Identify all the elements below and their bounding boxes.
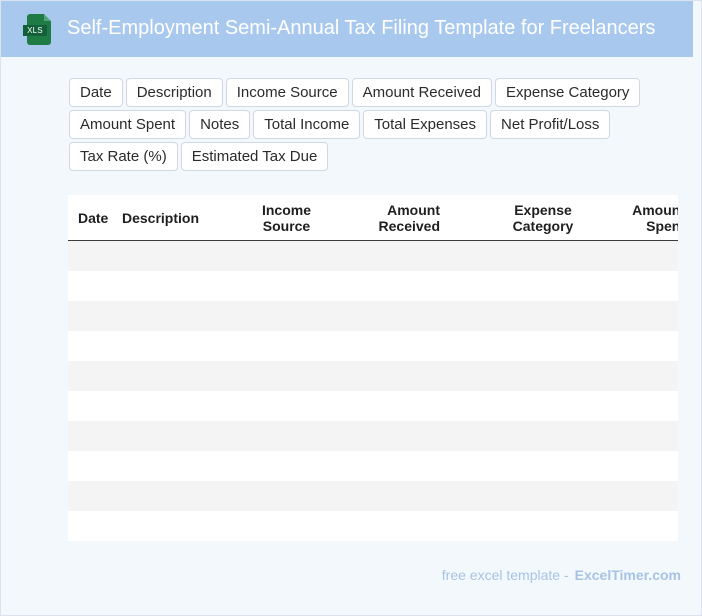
header-line: Expense <box>514 201 572 218</box>
excel-file-icon: XLS <box>23 14 51 45</box>
table-row[interactable] <box>68 391 678 421</box>
column-header-amount-received[interactable]: Amount Received <box>360 195 440 240</box>
footer-prefix: free excel template - <box>441 567 569 583</box>
header-line: Category <box>512 217 574 234</box>
header-line: Source <box>262 217 311 234</box>
footer-credit: free excel template - ExcelTimer.com <box>442 567 681 583</box>
table-row[interactable] <box>68 481 678 511</box>
footer-brand-link[interactable]: ExcelTimer.com <box>574 567 681 583</box>
column-header-text: Amount Received <box>379 202 440 234</box>
chip-tax-rate[interactable]: Tax Rate (%) <box>69 142 178 171</box>
chip-amount-spent[interactable]: Amount Spent <box>69 110 187 139</box>
column-header-text: Date <box>78 209 109 226</box>
table-row[interactable] <box>68 271 678 301</box>
chip-total-income[interactable]: Total Income <box>253 110 361 139</box>
table-header-row: Date Description Income Source Amount Rece… <box>68 195 678 241</box>
column-header-text: Description <box>122 209 200 226</box>
table-row[interactable] <box>68 301 678 331</box>
column-chips: Date Description Income Source Amount Re… <box>69 78 641 174</box>
chip-estimated-tax-due[interactable]: Estimated Tax Due <box>180 142 329 171</box>
chip-expense-category[interactable]: Expense Category <box>495 78 641 107</box>
chip-income-source[interactable]: Income Source <box>225 78 349 107</box>
page-header: XLS Self-Employment Semi-Annual Tax Fili… <box>1 1 693 57</box>
table-body <box>68 241 678 541</box>
chip-net-profit-loss[interactable]: Net Profit/Loss <box>490 110 611 139</box>
column-header-income-source[interactable]: Income Source <box>243 195 330 240</box>
table-row[interactable] <box>68 331 678 361</box>
chip-description[interactable]: Description <box>125 78 223 107</box>
chip-notes[interactable]: Notes <box>189 110 251 139</box>
file-type-label: XLS <box>23 25 47 36</box>
table-row[interactable] <box>68 451 678 481</box>
header-line: Income <box>261 201 311 218</box>
column-header-description[interactable]: Description <box>122 195 222 240</box>
chip-date[interactable]: Date <box>69 78 123 107</box>
header-line: Amount <box>387 201 440 218</box>
table-row[interactable] <box>68 361 678 391</box>
page-title: Self-Employment Semi-Annual Tax Filing T… <box>67 17 656 39</box>
table-row[interactable] <box>68 421 678 451</box>
spreadsheet-table: Date Description Income Source Amount Rece… <box>68 195 678 541</box>
header-line: Amount <box>632 201 678 218</box>
column-header-text: Expense Category <box>513 202 574 234</box>
column-header-text: Income Source <box>262 202 311 234</box>
chip-row: Tax Rate (%) Estimated Tax Due <box>69 142 639 171</box>
table-row[interactable] <box>68 511 678 541</box>
table-row[interactable] <box>68 241 678 271</box>
column-header-expense-category[interactable]: Expense Category <box>498 195 588 240</box>
header-line: Spent <box>646 217 678 234</box>
column-header-date[interactable]: Date <box>78 195 123 240</box>
chip-row: Amount Spent Notes Total Income Total Ex… <box>69 110 639 139</box>
header-line: Received <box>378 217 440 234</box>
chip-total-expenses[interactable]: Total Expenses <box>363 110 488 139</box>
chip-amount-received[interactable]: Amount Received <box>351 78 493 107</box>
chip-row: Date Description Income Source Amount Re… <box>69 78 641 107</box>
file-fold-shape <box>44 14 51 21</box>
